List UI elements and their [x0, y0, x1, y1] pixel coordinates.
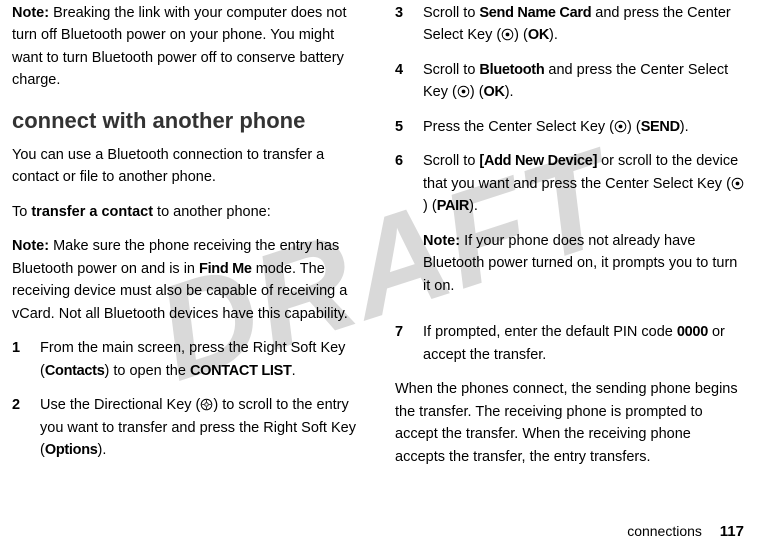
- add-new-device-label: [Add New Device]: [479, 153, 597, 169]
- s4-c: ) (: [470, 84, 484, 100]
- step-3: 3 Scroll to Send Name Card and press the…: [395, 2, 744, 47]
- step-2-num: 2: [12, 394, 40, 461]
- center-key-icon: [457, 83, 470, 96]
- left-column: Note: Breaking the link with your comput…: [12, 2, 361, 480]
- s3-c: ) (: [514, 27, 528, 43]
- bluetooth-label: Bluetooth: [479, 62, 544, 78]
- step-1: 1 From the main screen, press the Right …: [12, 337, 361, 382]
- footer-page-num: 117: [720, 523, 744, 540]
- options-label: Options: [45, 442, 98, 458]
- step-7: 7 If prompted, enter the default PIN cod…: [395, 321, 744, 366]
- center-key-icon: [501, 26, 514, 39]
- step-6-body: Scroll to [Add New Device] or scroll to …: [423, 150, 744, 309]
- step-4-num: 4: [395, 59, 423, 104]
- note-label: Note:: [12, 5, 49, 21]
- s7-a: If prompted, enter the default PIN code: [423, 324, 677, 340]
- s4-d: ).: [505, 84, 514, 100]
- ok-label-2: OK: [484, 84, 505, 100]
- heading-connect: connect with another phone: [12, 104, 361, 138]
- right-column: 3 Scroll to Send Name Card and press the…: [395, 2, 744, 480]
- closing-para: When the phones connect, the sending pho…: [395, 378, 744, 468]
- s4-a: Scroll to: [423, 62, 479, 78]
- page-footer: connections 117: [627, 523, 744, 540]
- s5-c: ).: [680, 119, 689, 135]
- step-5-num: 5: [395, 116, 423, 138]
- step-5: 5 Press the Center Select Key ( ) (SEND).: [395, 116, 744, 138]
- s1-b: ) to open the: [104, 363, 189, 379]
- page-content: Note: Breaking the link with your comput…: [0, 0, 770, 490]
- to-pre: To: [12, 204, 31, 220]
- step-1-body: From the main screen, press the Right So…: [40, 337, 361, 382]
- note-label-2: Note:: [12, 238, 49, 254]
- note-break-link: Note: Breaking the link with your comput…: [12, 2, 361, 92]
- step-3-body: Scroll to Send Name Card and press the C…: [423, 2, 744, 47]
- intro-text: You can use a Bluetooth connection to tr…: [12, 144, 361, 189]
- findme-label: Find Me: [199, 261, 252, 277]
- s3-a: Scroll to: [423, 5, 479, 21]
- s6-note: Note: If your phone does not already hav…: [423, 230, 744, 297]
- s2-a: Use the Directional Key (: [40, 397, 200, 413]
- nav-key-icon: [200, 396, 213, 409]
- s2-c: ).: [98, 442, 107, 458]
- s6-note-text: If your phone does not already have Blue…: [423, 233, 737, 294]
- send-label: SEND: [641, 119, 680, 135]
- s5-a: Press the Center Select Key (: [423, 119, 614, 135]
- contact-list-label: CONTACT LIST: [190, 363, 292, 379]
- step-5-body: Press the Center Select Key ( ) (SEND).: [423, 116, 744, 138]
- s3-d: ).: [549, 27, 558, 43]
- contacts-label: Contacts: [45, 363, 105, 379]
- s6-d: ).: [469, 198, 478, 214]
- s6-note-label: Note:: [423, 233, 460, 249]
- s1-c: .: [292, 363, 296, 379]
- send-name-card-label: Send Name Card: [479, 5, 591, 21]
- s6-a: Scroll to: [423, 153, 479, 169]
- pair-label: PAIR: [437, 198, 469, 214]
- pin-code: 0000: [677, 324, 708, 340]
- to-transfer: To transfer a contact to another phone:: [12, 201, 361, 223]
- step-2-body: Use the Directional Key () to scroll to …: [40, 394, 361, 461]
- step-7-num: 7: [395, 321, 423, 366]
- to-bold: transfer a contact: [31, 204, 153, 220]
- note-text: Breaking the link with your computer doe…: [12, 5, 346, 88]
- step-7-body: If prompted, enter the default PIN code …: [423, 321, 744, 366]
- s5-b: ) (: [627, 119, 641, 135]
- step-4-body: Scroll to Bluetooth and press the Center…: [423, 59, 744, 104]
- note-findme: Note: Make sure the phone receiving the …: [12, 235, 361, 325]
- step-1-num: 1: [12, 337, 40, 382]
- step-6-num: 6: [395, 150, 423, 309]
- to-post: to another phone:: [153, 204, 271, 220]
- footer-section: connections: [627, 523, 702, 539]
- step-6: 6 Scroll to [Add New Device] or scroll t…: [395, 150, 744, 309]
- s6-main: Scroll to [Add New Device] or scroll to …: [423, 150, 744, 217]
- step-3-num: 3: [395, 2, 423, 47]
- step-2: 2 Use the Directional Key () to scroll t…: [12, 394, 361, 461]
- step-4: 4 Scroll to Bluetooth and press the Cent…: [395, 59, 744, 104]
- center-key-icon: [731, 175, 744, 188]
- s6-c: ) (: [423, 198, 437, 214]
- center-key-icon: [614, 118, 627, 131]
- ok-label: OK: [528, 27, 549, 43]
